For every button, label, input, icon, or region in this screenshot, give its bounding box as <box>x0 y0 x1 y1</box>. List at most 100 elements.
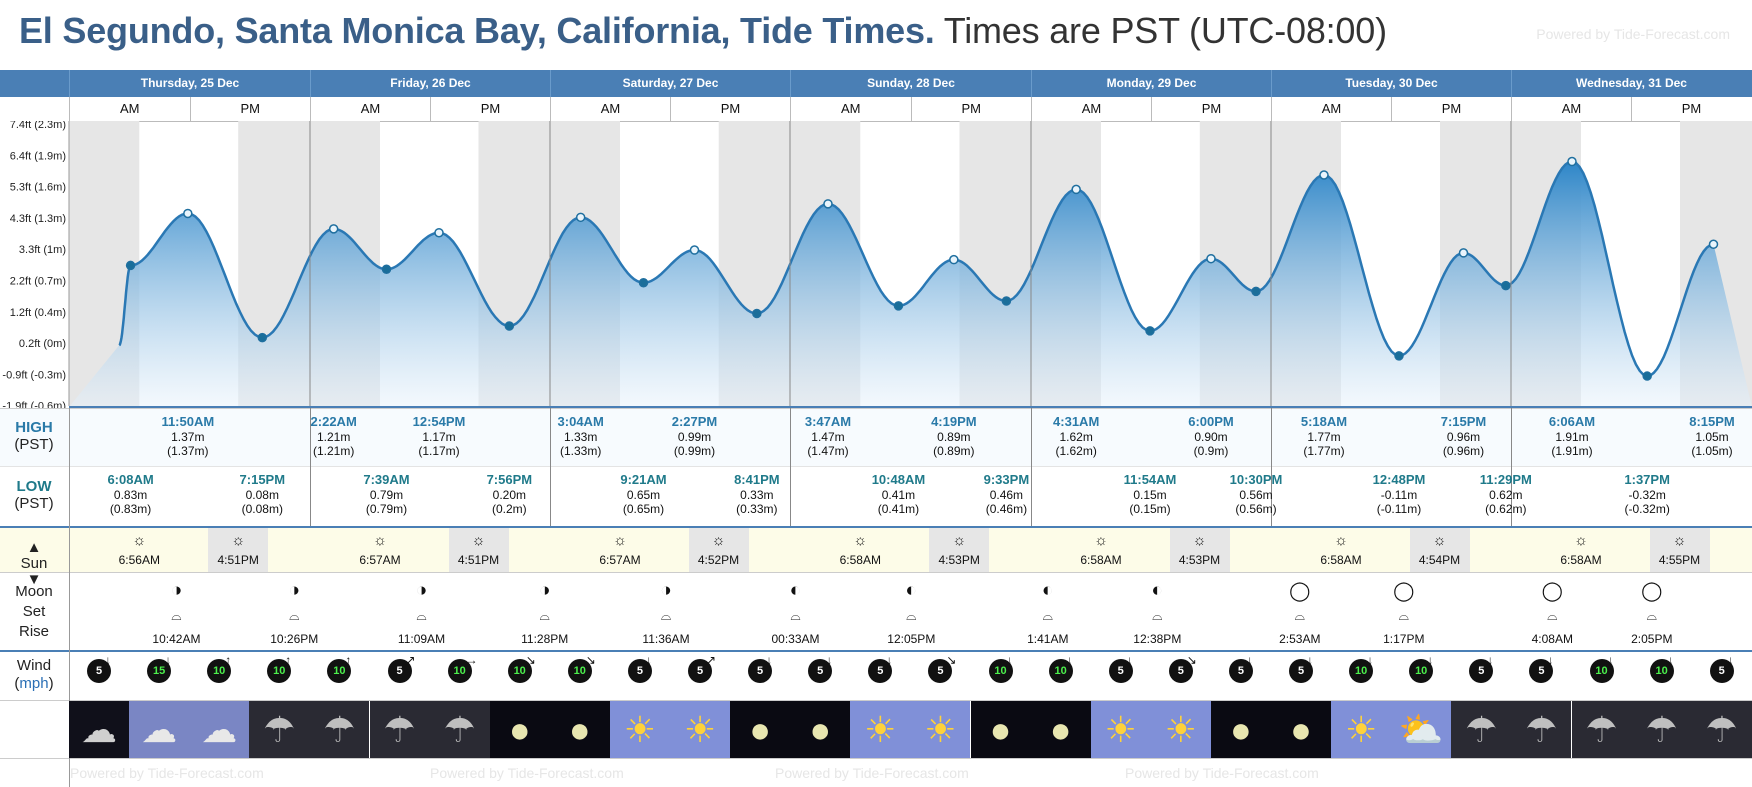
sunrise-time: 6:58AM <box>1320 553 1362 567</box>
tide-height: 1.91m <box>1555 430 1589 444</box>
wind-direction: ↓ <box>1006 653 1013 667</box>
label-divider <box>69 408 70 787</box>
wind-arrow-icon: 5 <box>87 659 111 683</box>
moon-time: 12:05PM <box>887 632 936 646</box>
tide-time: 8:41PM <box>734 472 780 487</box>
sunset-shade <box>1169 528 1230 572</box>
moon-weather-icon: ● <box>970 701 1031 758</box>
low-tide-entry: 8:41PM 0.33m (0.33m) <box>717 472 797 516</box>
sunset-time: 4:54PM <box>1418 553 1461 567</box>
sunset-icon: ☼ <box>471 532 486 549</box>
rain-weather-icon: ☂ <box>1631 701 1692 758</box>
moon-rise-title: Rise <box>18 623 49 640</box>
day-header: Saturday, 27 Dec <box>550 70 790 97</box>
tide-time: 9:33PM <box>983 472 1030 487</box>
sun-title: Sun <box>20 555 48 572</box>
sunset-icon: ☼ <box>1672 532 1687 549</box>
tide-height: 0.08m <box>245 488 279 502</box>
sun-label: ▲ Sun ▼ <box>20 539 48 588</box>
moon-rise-icon: ⌓ <box>289 608 300 623</box>
tide-height: 0.79m <box>369 488 404 502</box>
wind-direction: ↓ <box>1607 653 1614 667</box>
sunset-icon: ☼ <box>231 532 246 549</box>
low-tide-point <box>1501 280 1511 291</box>
ampm-label: AM <box>790 97 911 121</box>
day-divider <box>790 408 791 526</box>
tide-time: 4:19PM <box>931 414 977 429</box>
sunset-icon: ☼ <box>711 532 726 549</box>
wind-direction: ↘ <box>1186 653 1197 667</box>
day-header: Thursday, 25 Dec <box>69 70 310 97</box>
rain-weather-icon: ☂ <box>1571 701 1632 758</box>
tide-height-m: (0.62m) <box>1485 502 1527 516</box>
high-tide-point <box>1319 170 1329 180</box>
tide-height: 0.65m <box>626 488 661 502</box>
cloud-night-weather-icon: ☁ <box>69 701 129 758</box>
tide-height-m: (0.33m) <box>736 502 778 516</box>
sunrise-time: 6:57AM <box>359 553 401 567</box>
low-tide-entry: 11:54AM 0.15m (0.15m) <box>1110 472 1190 516</box>
high-row <box>0 408 1752 466</box>
moon-weather-icon: ● <box>1030 701 1091 758</box>
rain-weather-icon: ☂ <box>1691 701 1752 758</box>
ampm-label: PM <box>910 97 1032 121</box>
moon-set-title: Set <box>22 603 46 620</box>
high-tide-entry: 12:54PM 1.17m (1.17m) <box>399 414 479 458</box>
tide-height-m: (1.37m) <box>167 444 209 458</box>
day-header: Sunday, 28 Dec <box>790 70 1031 97</box>
moon-phase-icon: ◯ <box>1541 581 1563 602</box>
high-tide-entry: 6:00PM 0.90m (0.9m) <box>1171 414 1251 458</box>
row-divider <box>0 572 1752 573</box>
wind-label: Wind (mph) <box>14 657 54 692</box>
tide-time: 9:21AM <box>620 472 667 487</box>
y-tick-label: 1.2ft (0.4m) <box>10 307 66 319</box>
wind-arrow-icon: 5 <box>748 659 773 683</box>
moon-weather-icon: ● <box>489 701 550 758</box>
low-tide-point <box>1001 296 1012 306</box>
wind-arrow-icon: 10 <box>507 659 532 683</box>
low-tide-point <box>1145 326 1155 336</box>
wind-direction: ↓ <box>1367 653 1374 667</box>
wind-arrow-icon: 10 <box>1649 659 1674 683</box>
wind-arrow-icon: 10 <box>1349 659 1374 683</box>
moon-rise-icon: ⌓ <box>1294 608 1305 623</box>
rain-weather-icon: ☂ <box>249 701 310 758</box>
ampm-label: PM <box>670 97 790 121</box>
low-row <box>0 466 1752 524</box>
tide-time: 11:29PM <box>1479 472 1532 487</box>
tide-height-m: (1.17m) <box>418 444 460 458</box>
tide-height-m: (1.62m) <box>1055 444 1097 458</box>
wind-arrow-icon: 10 <box>567 659 592 683</box>
wind-arrow-icon: 10 <box>1048 659 1073 683</box>
low-tide-point <box>381 264 392 275</box>
high-tide-entry: 8:15PM 1.05m (1.05m) <box>1672 414 1752 458</box>
high-tide-point <box>1206 253 1216 264</box>
moon-title: Moon <box>15 583 53 600</box>
wind-direction: ↑ <box>285 653 292 667</box>
wind-arrow-icon: 10 <box>988 659 1013 683</box>
sunrise-time: 6:58AM <box>1080 553 1122 567</box>
sunset-time: 4:53PM <box>1178 553 1221 567</box>
high-tide-point <box>434 227 444 238</box>
low-label: LOW (PST) <box>0 478 68 512</box>
wind-title: Wind <box>16 657 52 674</box>
sunset-shade <box>929 528 990 572</box>
wind-arrow-icon: 10 <box>1409 659 1434 683</box>
wind-direction: ↓ <box>105 653 111 667</box>
wind-arrow-icon: 5 <box>627 659 652 683</box>
low-tide-entry: 1:37PM -0.32m (-0.32m) <box>1607 472 1687 516</box>
sunset-shade <box>688 528 749 572</box>
moon-weather-icon: ● <box>790 701 851 758</box>
tide-height: -0.32m <box>1628 488 1666 502</box>
wind-arrow-icon: 5 <box>928 659 953 683</box>
sunrise-icon: ☼ <box>1334 532 1348 549</box>
y-tick-label: 2.2ft (0.7m) <box>10 276 66 288</box>
day-divider <box>1511 408 1512 526</box>
day-divider <box>1271 408 1272 526</box>
wind-direction: ↘ <box>585 653 596 667</box>
ampm-label: AM <box>1031 97 1151 121</box>
wind-unit-link[interactable]: mph <box>19 675 49 692</box>
moon-rise-icon: ⌓ <box>539 608 550 623</box>
high-tide-entry: 2:22AM 1.21m (1.21m) <box>294 414 374 458</box>
wind-arrow-icon: 5 <box>1289 659 1313 683</box>
